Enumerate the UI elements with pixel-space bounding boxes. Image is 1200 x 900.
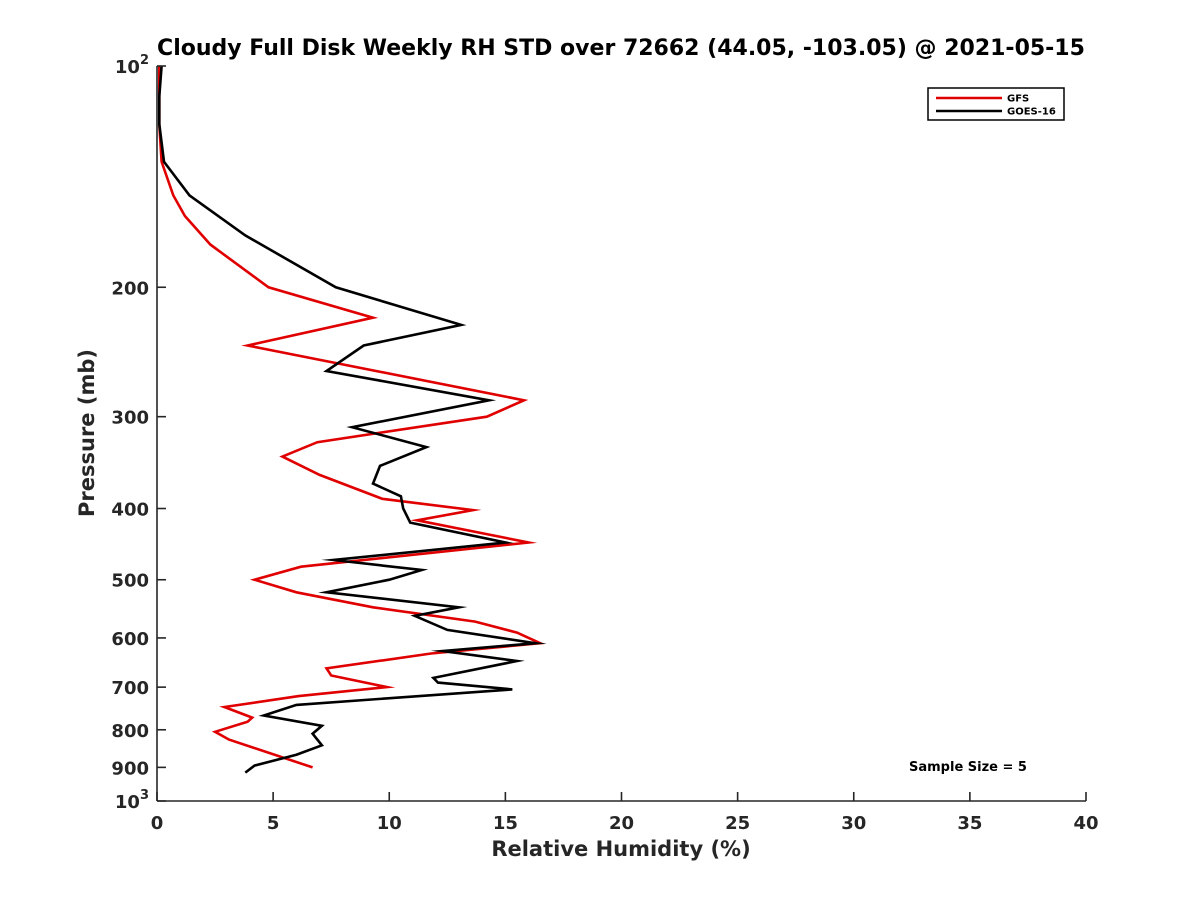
y-tick-label: 400 [111, 500, 149, 521]
x-tick-label: 40 [1073, 813, 1098, 834]
legend-items: GFS GOES-16 [936, 94, 1056, 118]
x-tick-label: 30 [841, 813, 866, 834]
series-line-gfs [158, 66, 546, 769]
x-tick-label: 10 [377, 813, 402, 834]
chart-title: Cloudy Full Disk Weekly RH STD over 7266… [157, 36, 1085, 61]
legend-label: GFS [1007, 94, 1029, 105]
x-tick-label: 5 [267, 813, 280, 834]
y-tick-label: 200 [111, 278, 149, 299]
y-tick-label: 600 [111, 629, 149, 650]
y-tick-label: 700 [111, 678, 149, 699]
legend: GFS GOES-16 [927, 87, 1065, 121]
y-tick-label: 102 [115, 53, 149, 78]
y-tick-label: 500 [111, 571, 149, 592]
legend-label: GOES-16 [1007, 107, 1056, 118]
x-tick-label: 25 [725, 813, 750, 834]
series-line-goes-16 [158, 65, 547, 774]
x-tick-label: 20 [609, 813, 634, 834]
x-tick-label: 35 [957, 813, 982, 834]
sample-size-annotation: Sample Size = 5 [909, 760, 1027, 775]
y-tick-label: 900 [111, 758, 149, 779]
x-tick-label: 0 [151, 813, 164, 834]
ticks-layer: 0 5 10 15 20 25 30 35 40 102 200 300 400 500 600 700 800… [111, 53, 1098, 834]
y-tick-label: 800 [111, 721, 149, 742]
axes-layer [156, 66, 1086, 802]
y-axis-label: Pressure (mb) [75, 349, 99, 517]
legend-box [927, 87, 1065, 121]
y-tick-label: 300 [111, 408, 149, 429]
y-tick-label: 103 [115, 788, 149, 813]
series-layer [158, 65, 547, 774]
x-tick-label: 15 [493, 813, 518, 834]
x-axis-label: Relative Humidity (%) [491, 837, 750, 861]
